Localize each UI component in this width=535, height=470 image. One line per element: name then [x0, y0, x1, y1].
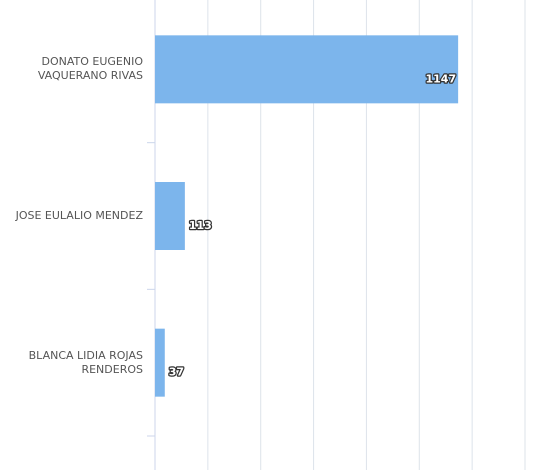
bar: [155, 328, 165, 397]
value-label: 113: [189, 219, 212, 232]
value-label: 37: [169, 366, 184, 379]
bar: [155, 35, 459, 104]
y-tick-label: BLANCA LIDIA ROJAS RENDEROS: [28, 348, 143, 376]
value-label: 1147: [426, 72, 457, 85]
y-tick-label: DONATO EUGENIO VAQUERANO RIVAS: [37, 55, 143, 83]
bar: [155, 182, 185, 250]
y-tick-label: JOSE EULALIO MENDEZ: [15, 209, 143, 222]
